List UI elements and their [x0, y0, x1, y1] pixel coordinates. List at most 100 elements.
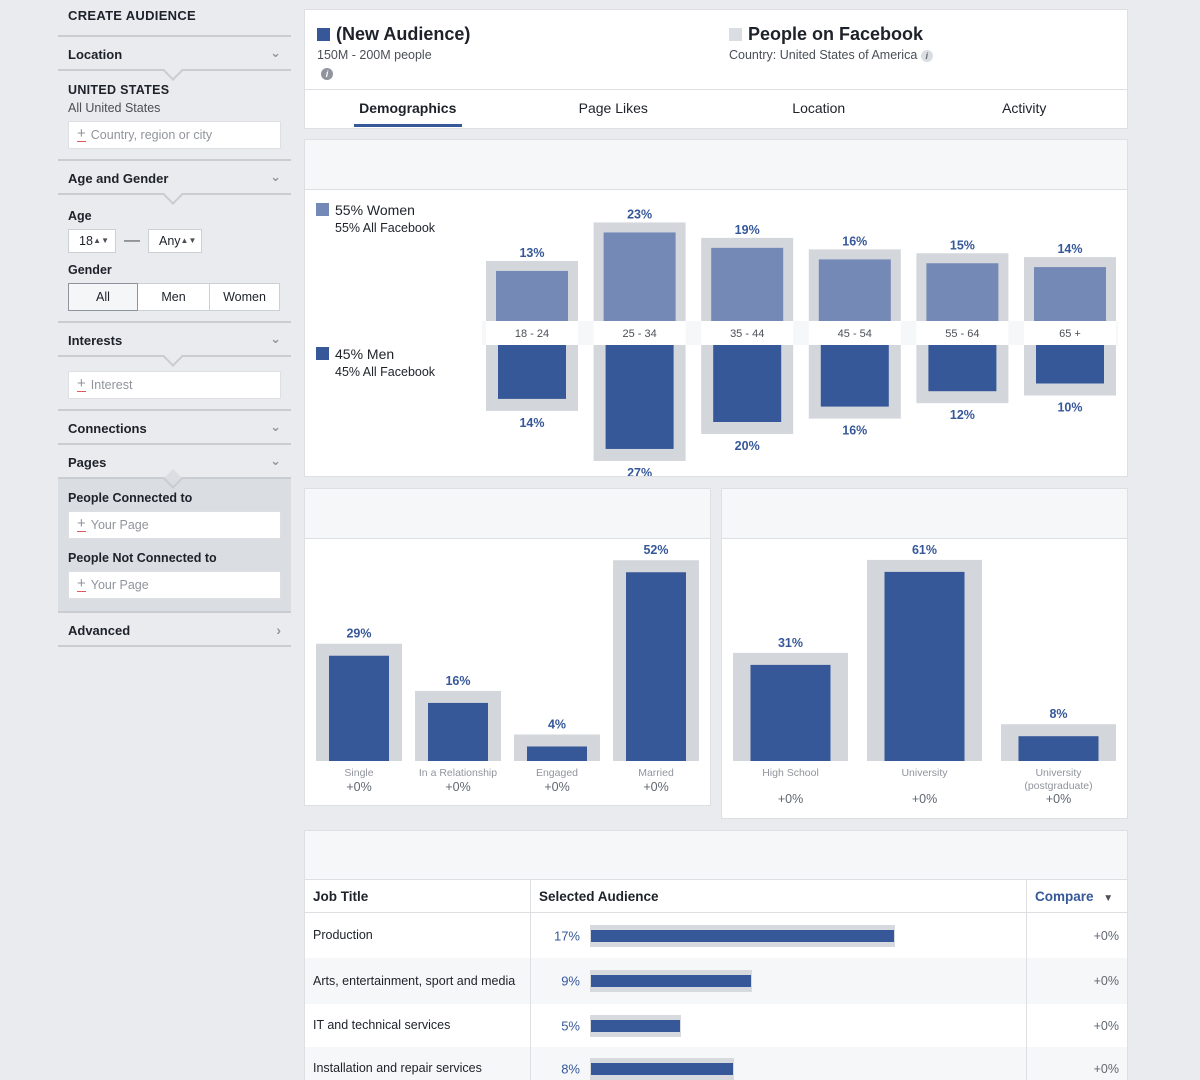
job-share-label: 17% [553, 928, 580, 943]
men-facebook-share: 45% All Facebook [335, 365, 436, 379]
men-value-label: 10% [1057, 401, 1082, 415]
gender-label: Gender [68, 263, 112, 277]
age-tick-label: 55 - 64 [945, 328, 979, 340]
women-swatch [316, 203, 329, 216]
age-max-select[interactable]: Any ▲▼ [148, 229, 202, 253]
gender-all-button[interactable]: All [68, 283, 138, 311]
job-title-card: Job Title Selected Audience Compare ▼ Pr… [304, 830, 1128, 1080]
people-connected-label: People Connected to [68, 491, 193, 505]
relationship-status-card: 29% Single +0% 16% In a Relationship +0% 4% Eng… [304, 488, 711, 806]
people-not-connected-label: People Not Connected to [68, 551, 217, 565]
women-value-label: 13% [519, 246, 544, 260]
women-value-label: 14% [1057, 242, 1082, 256]
location-placeholder: Country, region or city [90, 128, 213, 142]
delta-label: +0% [346, 780, 371, 794]
value-label: 16% [445, 674, 470, 688]
tab-activity-label: Activity [1002, 100, 1047, 116]
job-title-cell: Production [305, 913, 531, 958]
age-gender-header-label: Age and Gender [68, 171, 169, 186]
men-value-label: 20% [735, 439, 760, 453]
delta-label: +0% [445, 780, 470, 794]
women-value-label: 23% [627, 207, 652, 221]
advanced-section-header[interactable]: Advanced › [58, 613, 291, 647]
audience-swatch [317, 28, 330, 41]
card-header-strip [722, 489, 1127, 539]
selected-audience-summary: (New Audience) 150M - 200M people i [317, 24, 470, 82]
age-gender-card: 55% Women 55% All Facebook 45% Men 45% A… [304, 139, 1128, 477]
tab-location[interactable]: Location [716, 90, 922, 129]
card-header-strip [305, 489, 710, 539]
audience-header-card: (New Audience) 150M - 200M people i Peop… [304, 9, 1128, 129]
value-label: 61% [912, 543, 937, 557]
gender-women-button[interactable]: Women [210, 283, 280, 311]
category-label: Married [638, 767, 674, 779]
value-bar [626, 572, 686, 761]
not-connected-page-placeholder: Your Page [90, 578, 149, 592]
age-label-box [808, 321, 901, 345]
women-value-label: 19% [735, 223, 760, 237]
not-connected-page-input[interactable]: + Your Page [68, 571, 281, 599]
men-bar [713, 345, 782, 422]
tab-demographics[interactable]: Demographics [305, 90, 511, 129]
table-header: Job Title Selected Audience Compare ▼ [305, 879, 1127, 913]
audience-sidebar: CREATE AUDIENCE Location ⌄ UNITED STATES… [58, 0, 291, 647]
info-icon[interactable]: i [920, 50, 933, 62]
men-bar [605, 345, 674, 449]
age-label-box [486, 321, 578, 345]
category-label: In a Relationship [419, 767, 497, 779]
chevron-down-icon: ⌄ [270, 45, 281, 60]
gender-men-button[interactable]: Men [138, 283, 210, 311]
delta-label: +0% [643, 780, 668, 794]
connected-page-placeholder: Your Page [90, 518, 149, 532]
location-country: UNITED STATES [68, 83, 170, 97]
category-label: High School [762, 767, 819, 779]
age-label: Age [68, 209, 92, 223]
value-bar [884, 571, 965, 761]
advanced-header-label: Advanced [68, 623, 131, 638]
men-value-label: 16% [842, 424, 867, 438]
compare-country: Country: United States of America [729, 48, 918, 62]
category-label: (postgraduate) [1024, 780, 1092, 792]
age-range-dash: — [124, 232, 140, 249]
location-section-body: UNITED STATES All United States + Countr… [58, 71, 291, 161]
men-value-label: 14% [519, 416, 544, 430]
tab-demographics-label: Demographics [359, 100, 457, 116]
connected-page-input[interactable]: + Your Page [68, 511, 281, 539]
interest-search-input[interactable]: + Interest [68, 371, 281, 399]
age-gender-section-header[interactable]: Age and Gender ⌄ [58, 161, 291, 205]
interests-section-header[interactable]: Interests ⌄ [58, 323, 291, 367]
audience-size: 150M - 200M people [317, 48, 432, 62]
interests-header-label: Interests [68, 333, 123, 348]
job-share-bar [591, 975, 752, 987]
table-row: IT and technical services 5% +0% [305, 1004, 1127, 1047]
connections-header-label: Connections [68, 421, 147, 436]
age-label-box [701, 321, 794, 345]
card-header-strip [305, 140, 1127, 190]
pages-section-header[interactable]: Pages ⌄ [58, 445, 291, 489]
plus-icon: + [77, 575, 86, 592]
category-label: University [901, 767, 948, 779]
value-label: 8% [1049, 707, 1067, 721]
job-share-label: 5% [561, 1018, 580, 1033]
job-title-table: Job Title Selected Audience Compare ▼ Pr… [305, 879, 1127, 1080]
value-label: 52% [643, 543, 668, 557]
location-section-header[interactable]: Location ⌄ [58, 37, 291, 81]
connections-section-header[interactable]: Connections ⌄ [58, 411, 291, 445]
age-label-box [593, 321, 686, 345]
men-legend: 45% Men 45% All Facebook [316, 346, 435, 379]
compare-dropdown[interactable]: Compare ▼ [1027, 880, 1127, 912]
table-row: Installation and repair services 8% +0% [305, 1047, 1127, 1080]
women-bar [496, 270, 568, 321]
tab-page-likes[interactable]: Page Likes [511, 90, 717, 129]
education-level-chart: 31% High School +0% 61% University +0% 8% Unive… [733, 543, 1116, 806]
tab-activity[interactable]: Activity [922, 90, 1128, 129]
selected-audience-cell: 8% [531, 1047, 1027, 1080]
value-label: 29% [346, 627, 371, 641]
age-gender-section-body: Age 18 ▲▼ — Any ▲▼ Gender All Men Women [58, 195, 291, 323]
men-value-label: 27% [627, 466, 652, 476]
job-share-bar [591, 1019, 680, 1032]
education-level-card: 31% High School +0% 61% University +0% 8% Unive… [721, 488, 1128, 819]
location-search-input[interactable]: + Country, region or city [68, 121, 281, 149]
info-icon[interactable]: i [321, 68, 333, 80]
age-min-select[interactable]: 18 ▲▼ [68, 229, 116, 253]
